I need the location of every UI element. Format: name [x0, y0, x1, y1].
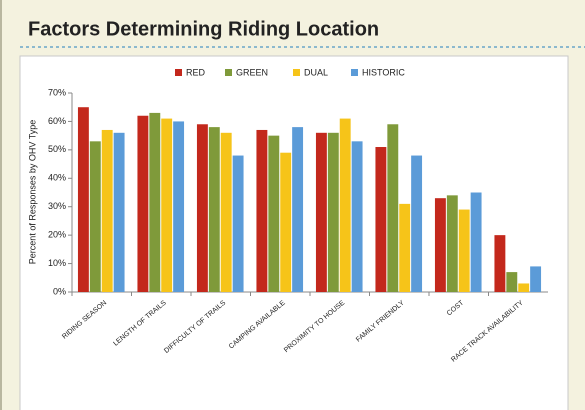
legend-swatch	[351, 69, 358, 76]
bar	[339, 118, 351, 292]
bar	[494, 235, 506, 292]
y-tick-label: 0%	[53, 286, 66, 296]
bar	[232, 155, 244, 292]
bar	[327, 132, 339, 292]
bar	[137, 115, 149, 292]
y-tick-label: 20%	[48, 230, 66, 240]
legend-label: DUAL	[304, 67, 328, 77]
bar	[530, 266, 542, 292]
y-tick-label: 30%	[48, 201, 66, 211]
bar	[387, 124, 399, 293]
bar	[375, 147, 387, 292]
bar	[208, 127, 220, 292]
bar	[149, 112, 161, 293]
bar	[280, 152, 292, 292]
bar	[89, 141, 101, 292]
bar	[434, 198, 446, 292]
bar	[351, 141, 363, 292]
bar	[458, 209, 470, 292]
y-tick-label: 50%	[48, 144, 66, 154]
legend-label: RED	[186, 67, 206, 77]
bar	[506, 272, 518, 292]
bar	[256, 129, 268, 292]
y-tick-label: 70%	[48, 87, 66, 97]
bar	[101, 129, 113, 292]
bar	[518, 283, 530, 292]
legend-swatch	[293, 69, 300, 76]
chart-title: Factors Determining Riding Location	[28, 18, 379, 40]
y-axis-label: Percent of Responses by OHV Type	[27, 120, 37, 264]
bar	[161, 118, 173, 292]
bar	[411, 155, 423, 292]
y-tick-label: 10%	[48, 258, 66, 268]
y-tick-label: 40%	[48, 173, 66, 183]
bar	[220, 132, 232, 292]
bar	[470, 192, 482, 292]
bar	[315, 132, 327, 292]
legend-label: HISTORIC	[362, 67, 405, 77]
bar	[77, 107, 89, 292]
bar	[399, 203, 411, 292]
bar	[113, 132, 125, 292]
bar	[196, 124, 208, 293]
bar	[446, 195, 458, 292]
legend-swatch	[225, 69, 232, 76]
legend-swatch	[175, 69, 182, 76]
y-tick-label: 60%	[48, 116, 66, 126]
bar	[292, 127, 304, 292]
legend-label: GREEN	[236, 67, 268, 77]
bar	[268, 135, 280, 292]
bar	[173, 121, 185, 292]
